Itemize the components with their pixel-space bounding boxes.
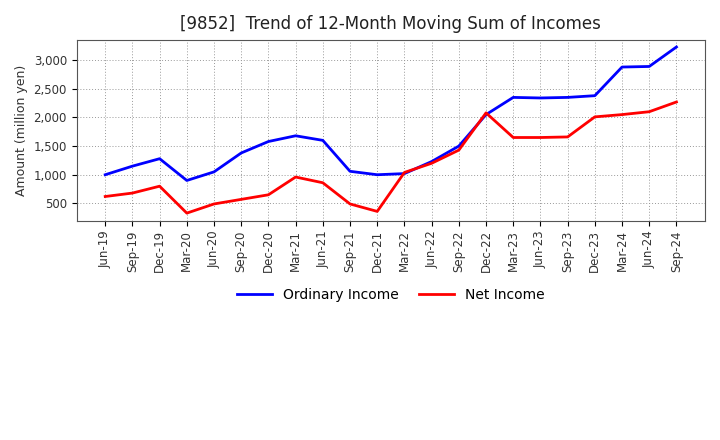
Net Income xyxy=(210,202,218,207)
Net Income xyxy=(182,210,191,216)
Net Income xyxy=(427,161,436,166)
Net Income xyxy=(618,112,626,117)
Net Income xyxy=(101,194,109,199)
Net Income xyxy=(346,202,354,207)
Y-axis label: Amount (million yen): Amount (million yen) xyxy=(15,65,28,196)
Net Income xyxy=(373,209,382,214)
Net Income xyxy=(318,180,327,185)
Net Income xyxy=(509,135,518,140)
Net Income xyxy=(156,183,164,189)
Ordinary Income xyxy=(318,138,327,143)
Ordinary Income xyxy=(672,44,680,50)
Ordinary Income xyxy=(618,64,626,70)
Ordinary Income xyxy=(373,172,382,177)
Ordinary Income xyxy=(645,64,654,69)
Ordinary Income xyxy=(590,93,599,98)
Net Income xyxy=(292,174,300,180)
Net Income xyxy=(482,110,490,116)
Net Income xyxy=(128,191,137,196)
Ordinary Income xyxy=(482,112,490,117)
Net Income xyxy=(563,134,572,139)
Net Income xyxy=(264,192,273,198)
Ordinary Income xyxy=(264,139,273,144)
Ordinary Income xyxy=(210,169,218,175)
Ordinary Income xyxy=(346,169,354,174)
Ordinary Income xyxy=(292,133,300,139)
Net Income xyxy=(454,147,463,153)
Ordinary Income xyxy=(454,143,463,149)
Ordinary Income xyxy=(128,164,137,169)
Net Income xyxy=(536,135,545,140)
Net Income xyxy=(672,99,680,105)
Line: Ordinary Income: Ordinary Income xyxy=(105,47,676,180)
Net Income xyxy=(645,109,654,114)
Title: [9852]  Trend of 12-Month Moving Sum of Incomes: [9852] Trend of 12-Month Moving Sum of I… xyxy=(181,15,601,33)
Net Income xyxy=(590,114,599,120)
Ordinary Income xyxy=(101,172,109,177)
Ordinary Income xyxy=(563,95,572,100)
Ordinary Income xyxy=(156,156,164,161)
Ordinary Income xyxy=(536,95,545,101)
Line: Net Income: Net Income xyxy=(105,102,676,213)
Ordinary Income xyxy=(237,150,246,156)
Ordinary Income xyxy=(400,171,409,176)
Net Income xyxy=(400,170,409,175)
Net Income xyxy=(237,197,246,202)
Ordinary Income xyxy=(427,159,436,164)
Ordinary Income xyxy=(182,178,191,183)
Legend: Ordinary Income, Net Income: Ordinary Income, Net Income xyxy=(231,282,550,308)
Ordinary Income xyxy=(509,95,518,100)
